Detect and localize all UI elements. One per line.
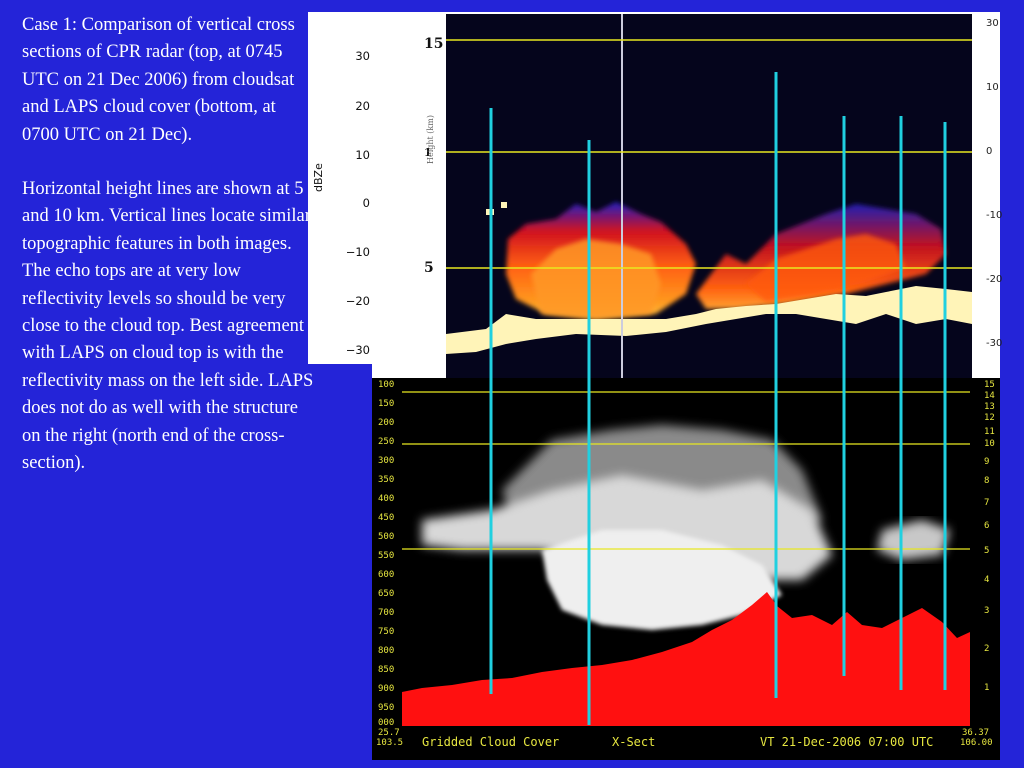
laps-cloud-cover-cross-section bbox=[402, 380, 970, 726]
terrain bbox=[402, 592, 970, 726]
pressure-tick: 550 bbox=[378, 551, 395, 561]
height-tick: 2 bbox=[984, 644, 990, 654]
height-tick: 9 bbox=[984, 457, 990, 467]
pressure-tick: 200 bbox=[378, 418, 395, 428]
colorbar-tick: −20 bbox=[345, 294, 370, 308]
colorbar-tick: 20 bbox=[355, 99, 370, 113]
footer-valid-time: VT 21-Dec-2006 07:00 UTC bbox=[760, 735, 934, 749]
height-tick: 6 bbox=[984, 521, 990, 531]
cpr-radar-reflectivity bbox=[446, 14, 972, 378]
radar-height-tick: 15 bbox=[424, 36, 444, 52]
pressure-tick: 150 bbox=[378, 399, 395, 409]
pressure-tick: 950 bbox=[378, 703, 395, 713]
cloud-cover-low bbox=[542, 530, 782, 630]
pressure-tick: 100 bbox=[378, 380, 395, 390]
radar-axis-title: Height (km) bbox=[426, 115, 435, 164]
footer-end-lat: 36.37 bbox=[962, 728, 990, 738]
pressure-tick: 850 bbox=[378, 665, 395, 675]
radar-reflectivity-tick: 10 bbox=[986, 82, 999, 93]
height-tick: 12 bbox=[984, 413, 995, 423]
radar-height-tick: 5 bbox=[424, 260, 434, 276]
radar-echo-speck bbox=[486, 209, 494, 215]
pressure-tick: 600 bbox=[378, 570, 395, 580]
pressure-tick: 350 bbox=[378, 475, 395, 485]
pressure-tick: 500 bbox=[378, 532, 395, 542]
cloud-height-axis: 15 14 13 12 11 10 9 8 7 6 5 4 3 2 1 bbox=[970, 380, 998, 726]
height-tick: 1 bbox=[984, 683, 990, 693]
footer-section: X-Sect bbox=[612, 735, 656, 749]
radar-height-tick: 1 bbox=[424, 146, 432, 159]
height-tick: 15 bbox=[984, 380, 995, 390]
pressure-tick: 250 bbox=[378, 437, 395, 447]
radar-reflectivity-axis: 30 10 0 -10 -20 -30 bbox=[972, 14, 1003, 378]
footer-start-lon: 103.5 bbox=[376, 738, 404, 748]
colorbar-tick: 0 bbox=[362, 196, 370, 210]
pressure-tick: 300 bbox=[378, 456, 395, 466]
height-tick: 4 bbox=[984, 575, 990, 585]
caption-paragraph-1: Case 1: Comparison of vertical cross sec… bbox=[22, 15, 295, 145]
height-tick: 7 bbox=[984, 498, 990, 508]
height-tick: 3 bbox=[984, 606, 990, 616]
cloud-footer: 25.7 103.5 Gridded Cloud Cover X-Sect VT… bbox=[374, 728, 998, 756]
pressure-tick: 450 bbox=[378, 513, 395, 523]
radar-reflectivity-tick: 30 bbox=[986, 18, 999, 29]
radar-reflectivity-tick: -20 bbox=[986, 274, 1003, 285]
colorbar-tick: 30 bbox=[355, 49, 370, 63]
caption-paragraph-2: Horizontal height lines are shown at 5 a… bbox=[22, 179, 314, 474]
pressure-tick: 900 bbox=[378, 684, 395, 694]
height-tick: 13 bbox=[984, 402, 995, 412]
height-tick: 14 bbox=[984, 391, 995, 401]
pressure-tick: 700 bbox=[378, 608, 395, 618]
colorbar-tick: −30 bbox=[345, 343, 370, 357]
height-tick: 11 bbox=[984, 427, 995, 437]
radar-echo-left-core bbox=[531, 239, 661, 319]
height-tick: 10 bbox=[984, 439, 995, 449]
footer-start-lat: 25.7 bbox=[378, 728, 400, 738]
pressure-tick: 800 bbox=[378, 646, 395, 656]
radar-frame-divider bbox=[621, 14, 623, 378]
colorbar-unit: dBZe bbox=[312, 163, 325, 192]
pressure-tick: 750 bbox=[378, 627, 395, 637]
height-tick: 8 bbox=[984, 476, 990, 486]
height-tick: 5 bbox=[984, 546, 990, 556]
radar-reflectivity-tick: -30 bbox=[986, 338, 1003, 349]
pressure-tick: 000 bbox=[378, 718, 395, 728]
footer-end-lon: 106.00 bbox=[960, 738, 993, 748]
cloud-pressure-axis: 100 150 200 250 300 350 400 450 500 550 … bbox=[374, 380, 402, 728]
caption: Case 1: Comparison of vertical cross sec… bbox=[22, 12, 314, 478]
radar-echo-speck bbox=[501, 202, 507, 208]
pressure-tick: 400 bbox=[378, 494, 395, 504]
radar-reflectivity-tick: 0 bbox=[986, 146, 993, 157]
footer-title: Gridded Cloud Cover bbox=[422, 735, 560, 749]
colorbar-tick: −10 bbox=[345, 245, 370, 259]
colorbar-tick: 10 bbox=[355, 148, 370, 162]
radar-height-axis: 15 1 5 Height (km) bbox=[422, 14, 446, 378]
radar-reflectivity-tick: -10 bbox=[986, 210, 1003, 221]
radar-surface-clutter bbox=[446, 286, 972, 354]
pressure-tick: 650 bbox=[378, 589, 395, 599]
cloud-cover-right bbox=[877, 520, 950, 560]
